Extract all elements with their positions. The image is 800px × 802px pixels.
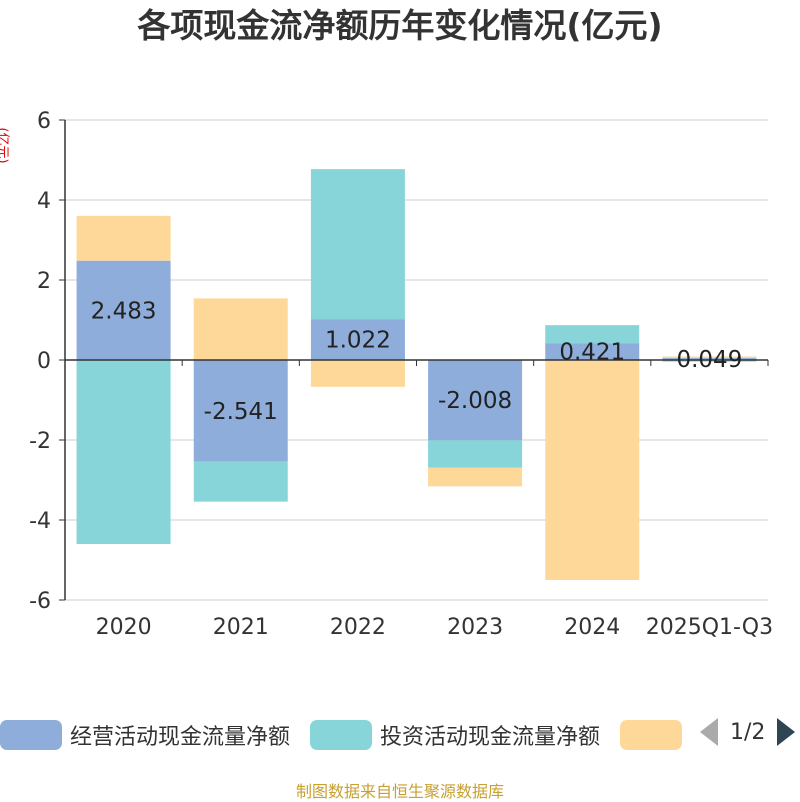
legend-label-operating: 经营活动现金流量净额: [70, 725, 291, 750]
data-label-2023: -2.008: [438, 388, 512, 414]
bar-s2-2024: [545, 360, 640, 580]
bar-s2-2023: [428, 467, 523, 487]
x-tick-label-2021: 2021: [213, 615, 269, 640]
y-tick-label-0: 6: [37, 109, 51, 134]
legend-swatch-financing: [620, 720, 683, 750]
data-label-2021: -2.541: [204, 399, 278, 425]
y-tick-label-6: -6: [29, 589, 51, 614]
bar-s2-2021: [193, 298, 288, 360]
legend-item-investing[interactable]: 投资活动现金流量净额: [310, 719, 600, 751]
legend-prev-page-icon[interactable]: [700, 718, 718, 746]
x-tick-label-2022: 2022: [330, 615, 386, 640]
legend-swatch-operating: [0, 720, 62, 750]
bar-s0-2022: [310, 319, 405, 360]
data-label-2025Q1-Q3: 0.049: [676, 347, 742, 373]
legend-item-operating[interactable]: 经营活动现金流量净额: [0, 719, 290, 751]
x-tick-label-2023: 2023: [447, 615, 503, 640]
bar-s0-2023: [428, 360, 523, 441]
bar-s1-2021: [193, 461, 288, 502]
x-tick-label-2025Q1-Q3: 2025Q1-Q3: [646, 615, 773, 640]
data-label-2024: 0.421: [559, 340, 625, 366]
bar-s0-2021: [193, 360, 288, 462]
bar-s1-2022: [310, 169, 405, 320]
bar-s0-2024: [545, 343, 640, 360]
chart-title: 各项现金流净额历年变化情况(亿元): [137, 6, 663, 45]
legend-item-financing[interactable]: [620, 720, 690, 750]
bar-s2-2020: [76, 215, 171, 261]
legend-next-page-icon[interactable]: [777, 718, 796, 746]
legend-swatch-investing: [310, 720, 373, 750]
bar-chart: 6 4 2 0 -2 -4 -6 2.483 -2.541 1.022 -2.008 0.421 0.0…: [29, 109, 773, 640]
legend-label-investing: 投资活动现金流量净额: [380, 725, 601, 750]
data-label-2020: 2.483: [91, 298, 157, 324]
bar-s1-2025Q1-Q3: [662, 360, 757, 362]
bar-s1-2024: [545, 325, 640, 344]
x-tick-label-2024: 2024: [564, 615, 620, 640]
y-tick-label-2: 2: [37, 269, 51, 294]
bar-s2-2022: [310, 360, 405, 387]
bar-s1-2020: [76, 360, 171, 544]
x-tick-label-2020: 2020: [96, 615, 152, 640]
bar-s0-2025Q1-Q3: [662, 358, 757, 360]
data-label-2022: 1.022: [325, 328, 391, 354]
y-tick-label-3: 0: [37, 349, 51, 374]
y-tick-label-4: -2: [29, 429, 51, 454]
bar-s1-2023: [428, 440, 523, 468]
y-tick-label-1: 4: [37, 189, 51, 214]
legend-pager: 1/2: [700, 718, 796, 746]
bar-s2-2025Q1-Q3: [662, 356, 757, 359]
bar-s0-2020: [76, 260, 171, 360]
legend-page-indicator: 1/2: [730, 719, 766, 745]
y-tick-label-5: -4: [29, 509, 51, 534]
legend: 经营活动现金流量净额 投资活动现金流量净额: [0, 717, 710, 753]
source-note: 制图数据来自恒生聚源数据库: [295, 782, 504, 801]
